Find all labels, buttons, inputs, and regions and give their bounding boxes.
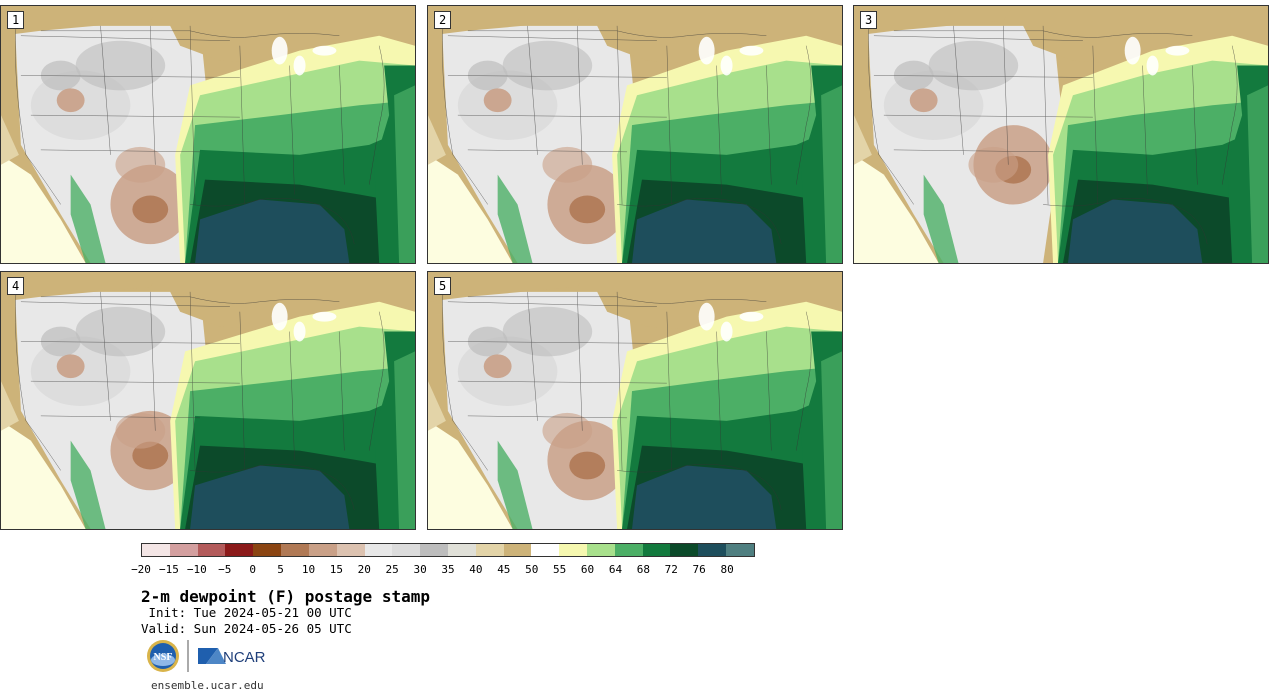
valid-time: Valid: Sun 2024-05-26 05 UTC — [141, 621, 352, 636]
panel-number: 5 — [434, 277, 452, 295]
colorbar-tick-label: −15 — [158, 563, 179, 576]
website-url: ensemble.ucar.edu — [151, 679, 264, 692]
colorbar-swatch — [225, 544, 254, 556]
colorbar-tick-label: 76 — [692, 563, 706, 576]
map-panel-2: 2 — [427, 5, 843, 264]
map-panel-3: 3 — [853, 5, 1269, 264]
colorbar-tick-label: 0 — [249, 563, 256, 576]
colorbar-tick-label: 35 — [441, 563, 455, 576]
svg-text:NSF: NSF — [154, 652, 173, 663]
colorbar-swatch — [169, 544, 198, 556]
init-time: Init: Tue 2024-05-21 00 UTC — [141, 605, 352, 620]
colorbar-tick-label: 50 — [525, 563, 539, 576]
colorbar-swatch — [197, 544, 226, 556]
panel-number: 3 — [860, 11, 878, 29]
colorbar-tick-label: −20 — [131, 563, 151, 576]
colorbar-tick-label: −10 — [186, 563, 207, 576]
dewpoint-map-5 — [428, 272, 842, 529]
colorbar-swatch — [336, 544, 365, 556]
colorbar-swatch — [587, 544, 615, 556]
colorbar-tick-label: 45 — [497, 563, 511, 576]
colorbar-swatch — [559, 544, 587, 556]
map-panel-5: 5 — [427, 271, 843, 530]
dewpoint-map-2 — [428, 6, 842, 263]
nsf-logo: NSF — [147, 640, 179, 672]
colorbar-swatch — [308, 544, 337, 556]
colorbar-tick-label: 40 — [469, 563, 483, 576]
svg-text:NCAR: NCAR — [223, 649, 266, 666]
colorbar-tick-label: 55 — [553, 563, 567, 576]
colorbar-swatch — [698, 544, 727, 556]
panel-number: 1 — [7, 11, 25, 29]
colorbar-tick-labels: −20 −15 −10 −5 0 5 10 15 20 25 30 35 40 45 50 55 60 64 68 7… — [0, 563, 1280, 577]
colorbar-tick-label: 68 — [636, 563, 650, 576]
sponsor-logos: NSF NCAR — [145, 638, 275, 674]
panel-number: 4 — [7, 277, 25, 295]
colorbar-tick-label: 5 — [277, 563, 284, 576]
colorbar-swatch — [392, 544, 421, 556]
map-panel-1: 1 — [0, 5, 416, 264]
colorbar-swatch — [726, 544, 754, 556]
colorbar-tick-label: −5 — [218, 563, 232, 576]
colorbar-swatch — [142, 544, 170, 556]
colorbar-tick-label: 72 — [664, 563, 678, 576]
colorbar-swatch — [281, 544, 309, 556]
empty-panel-slot — [853, 271, 1273, 533]
colorbar-swatch — [531, 544, 560, 556]
colorbar-swatch — [670, 544, 699, 556]
colorbar-tick-label: 30 — [413, 563, 427, 576]
figure-title: 2-m dewpoint (F) postage stamp — [141, 587, 430, 606]
colorbar-swatch — [614, 544, 643, 556]
colorbar-swatch — [420, 544, 448, 556]
colorbar-swatch — [364, 544, 393, 556]
dewpoint-map-3 — [854, 6, 1268, 263]
dewpoint-map-4 — [1, 272, 415, 529]
colorbar-tick-label: 60 — [580, 563, 595, 576]
colorbar-swatch — [642, 544, 671, 556]
panel-number: 2 — [434, 11, 452, 29]
map-panel-4: 4 — [0, 271, 416, 530]
colorbar-tick-label: 15 — [329, 563, 343, 576]
colorbar-swatch — [253, 544, 282, 556]
ncar-logo: NCAR — [198, 648, 266, 666]
colorbar-tick-label: 64 — [608, 563, 623, 576]
colorbar-tick-label: 20 — [357, 563, 371, 576]
dewpoint-colorbar — [141, 543, 755, 557]
colorbar-tick-label: 10 — [301, 563, 316, 576]
dewpoint-map-1 — [1, 6, 415, 263]
colorbar-swatch — [475, 544, 504, 556]
colorbar-swatch — [447, 544, 476, 556]
colorbar-swatch — [503, 544, 532, 556]
colorbar-tick-label: 80 — [720, 563, 734, 576]
colorbar-tick-label: 25 — [385, 563, 399, 576]
